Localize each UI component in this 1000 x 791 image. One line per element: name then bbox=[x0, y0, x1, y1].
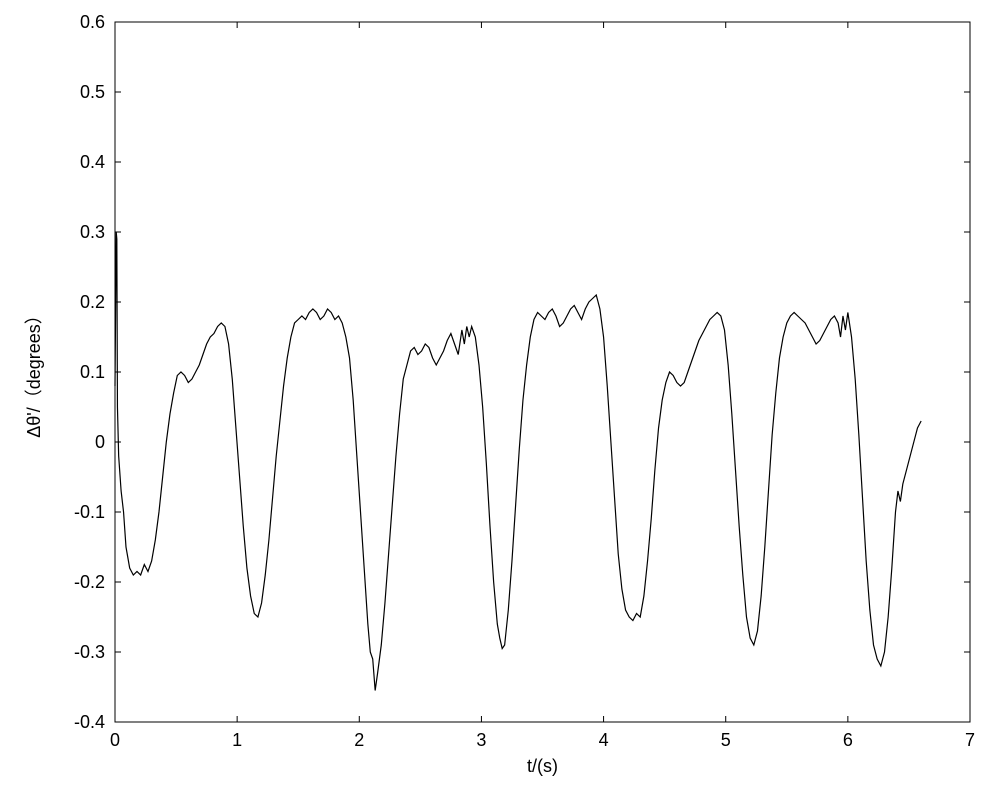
x-axis-label: t/(s) bbox=[527, 756, 558, 776]
y-tick-label: 0.6 bbox=[80, 12, 105, 32]
data-series-line bbox=[115, 232, 921, 691]
y-tick-label: -0.4 bbox=[74, 712, 105, 732]
plot-border bbox=[115, 22, 970, 722]
chart-container: 0 1 2 3 4 5 6 7 -0.4 -0.3 -0.2 -0.1 0 0.1 0.2 0.3 0.4 0.5… bbox=[0, 0, 1000, 791]
y-tick-label: 0.1 bbox=[80, 362, 105, 382]
x-tick-label: 3 bbox=[476, 730, 486, 750]
y-tick-label: 0.5 bbox=[80, 82, 105, 102]
x-tick-label: 1 bbox=[232, 730, 242, 750]
y-tick-label: -0.2 bbox=[74, 572, 105, 592]
y-tick-label: -0.1 bbox=[74, 502, 105, 522]
x-tick-label: 6 bbox=[843, 730, 853, 750]
y-tick-label: 0.2 bbox=[80, 292, 105, 312]
y-axis-label: Δθ'/（degrees） bbox=[24, 306, 44, 438]
x-tick-label: 7 bbox=[965, 730, 975, 750]
y-tick-label: 0 bbox=[95, 432, 105, 452]
y-tick-label: 0.3 bbox=[80, 222, 105, 242]
x-tick-label: 5 bbox=[721, 730, 731, 750]
x-tick-label: 4 bbox=[599, 730, 609, 750]
y-tick-label: 0.4 bbox=[80, 152, 105, 172]
line-chart: 0 1 2 3 4 5 6 7 -0.4 -0.3 -0.2 -0.1 0 0.1 0.2 0.3 0.4 0.5… bbox=[0, 0, 1000, 791]
y-tick-label: -0.3 bbox=[74, 642, 105, 662]
x-tick-label: 0 bbox=[110, 730, 120, 750]
x-tick-label: 2 bbox=[354, 730, 364, 750]
